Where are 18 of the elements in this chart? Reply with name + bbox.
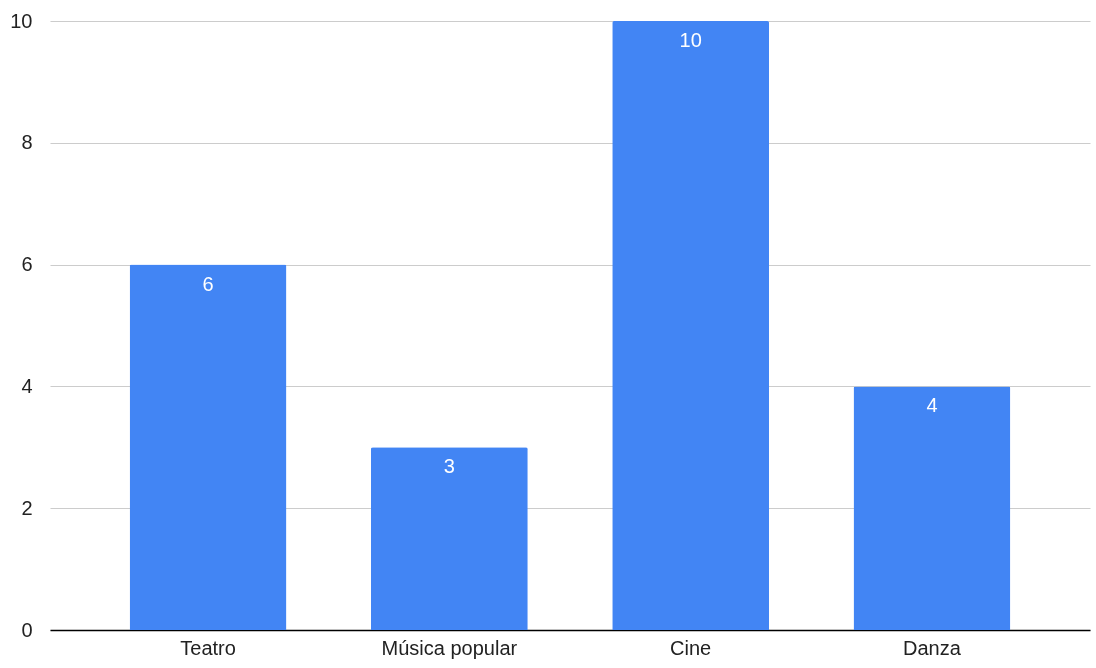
bar [129, 264, 287, 630]
y-tick-label: 6 [21, 253, 33, 276]
x-tick-label: Música popular [381, 636, 518, 659]
x-tick-label: Cine [670, 636, 712, 659]
bar [853, 386, 1011, 630]
data-label: 10 [679, 29, 702, 51]
data-label: 6 [202, 272, 214, 295]
y-tick-label: 10 [10, 9, 33, 32]
x-tick-label: Danza [903, 636, 962, 659]
bar [612, 21, 770, 630]
y-tick-label: 4 [21, 374, 33, 397]
y-tick-label: 8 [21, 131, 33, 154]
data-label: 4 [926, 394, 938, 417]
y-tick-label: 0 [21, 618, 33, 641]
y-tick-label: 2 [21, 496, 33, 519]
data-label: 3 [443, 455, 455, 478]
x-tick-label: Teatro [180, 636, 236, 659]
bar [370, 447, 528, 630]
